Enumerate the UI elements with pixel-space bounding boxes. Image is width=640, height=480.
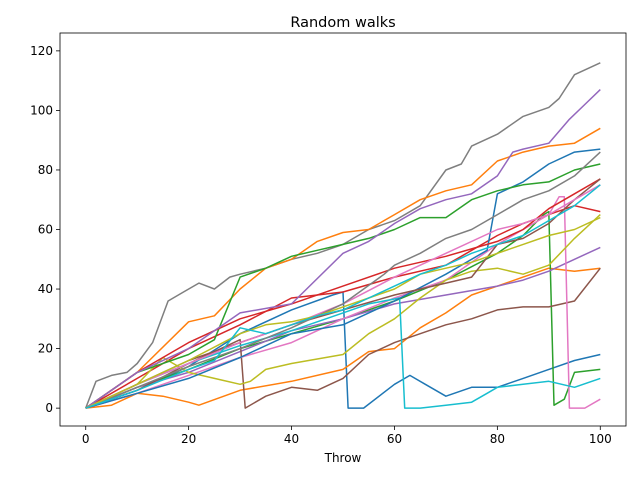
series-line-16 bbox=[85, 178, 601, 409]
series-line-15 bbox=[85, 89, 601, 409]
series-line-3 bbox=[85, 210, 601, 409]
y-tick-label: 40 bbox=[38, 282, 53, 296]
y-tick-label: 0 bbox=[45, 401, 53, 415]
x-tick-label: 40 bbox=[284, 432, 299, 446]
series-line-6 bbox=[85, 267, 601, 409]
series-line-20 bbox=[85, 184, 601, 409]
x-axis-ticks: 0 20 40 60 80 100 bbox=[82, 426, 612, 446]
x-tick-label: 20 bbox=[181, 432, 196, 446]
series-line-12 bbox=[85, 127, 601, 409]
y-tick-label: 120 bbox=[30, 44, 53, 58]
series-line-2 bbox=[85, 267, 601, 409]
y-axis-ticks: 0 20 40 60 80 100 120 bbox=[30, 44, 60, 415]
series-lines bbox=[84, 62, 601, 409]
x-tick-label: 100 bbox=[589, 432, 612, 446]
y-tick-label: 80 bbox=[38, 163, 53, 177]
series-line-11 bbox=[85, 148, 601, 409]
plot-frame bbox=[59, 32, 627, 427]
series-line-9 bbox=[85, 214, 601, 409]
x-axis-title: Throw bbox=[324, 451, 362, 465]
x-tick-label: 80 bbox=[490, 432, 505, 446]
y-tick-label: 100 bbox=[30, 103, 53, 117]
x-tick-label: 60 bbox=[387, 432, 402, 446]
series-line-8 bbox=[84, 62, 601, 409]
y-tick-label: 60 bbox=[38, 223, 53, 237]
x-tick-label: 0 bbox=[82, 432, 90, 446]
series-line-14 bbox=[85, 178, 601, 409]
series-line-10 bbox=[85, 297, 601, 409]
y-tick-label: 20 bbox=[38, 342, 53, 356]
series-line-13 bbox=[85, 163, 601, 409]
chart-title: Random walks bbox=[290, 15, 395, 31]
series-line-18 bbox=[85, 151, 601, 409]
series-line-17 bbox=[85, 184, 601, 409]
